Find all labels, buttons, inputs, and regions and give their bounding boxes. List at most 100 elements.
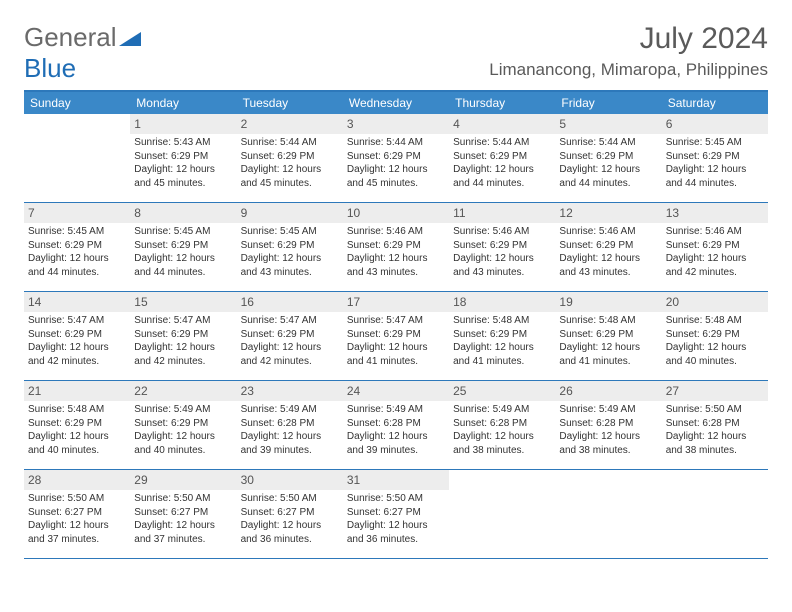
page-header: GeneralBlue July 2024 Limanancong, Mimar… xyxy=(24,22,768,84)
sunset-text: Sunset: 6:29 PM xyxy=(453,150,551,164)
sunrise-text: Sunrise: 5:50 AM xyxy=(347,492,445,506)
sunset-text: Sunset: 6:29 PM xyxy=(241,328,339,342)
week-row: 7Sunrise: 5:45 AMSunset: 6:29 PMDaylight… xyxy=(24,203,768,292)
day-info: Sunrise: 5:45 AMSunset: 6:29 PMDaylight:… xyxy=(24,225,130,279)
daylight-text: Daylight: 12 hours and 39 minutes. xyxy=(241,430,339,457)
sunrise-text: Sunrise: 5:50 AM xyxy=(134,492,232,506)
sunrise-text: Sunrise: 5:45 AM xyxy=(28,225,126,239)
day-cell: 10Sunrise: 5:46 AMSunset: 6:29 PMDayligh… xyxy=(343,203,449,291)
day-cell: 5Sunrise: 5:44 AMSunset: 6:29 PMDaylight… xyxy=(555,114,661,202)
day-info: Sunrise: 5:46 AMSunset: 6:29 PMDaylight:… xyxy=(662,225,768,279)
day-info: Sunrise: 5:48 AMSunset: 6:29 PMDaylight:… xyxy=(449,314,555,368)
sunrise-text: Sunrise: 5:46 AM xyxy=(347,225,445,239)
sunrise-text: Sunrise: 5:44 AM xyxy=(559,136,657,150)
day-cell: . xyxy=(555,470,661,558)
daylight-text: Daylight: 12 hours and 42 minutes. xyxy=(134,341,232,368)
daylight-text: Daylight: 12 hours and 44 minutes. xyxy=(453,163,551,190)
day-number: 28 xyxy=(24,470,130,490)
day-number: 7 xyxy=(24,203,130,223)
sunset-text: Sunset: 6:29 PM xyxy=(453,328,551,342)
day-cell: 26Sunrise: 5:49 AMSunset: 6:28 PMDayligh… xyxy=(555,381,661,469)
day-cell: 20Sunrise: 5:48 AMSunset: 6:29 PMDayligh… xyxy=(662,292,768,380)
day-cell: 2Sunrise: 5:44 AMSunset: 6:29 PMDaylight… xyxy=(237,114,343,202)
day-cell: 25Sunrise: 5:49 AMSunset: 6:28 PMDayligh… xyxy=(449,381,555,469)
sunset-text: Sunset: 6:28 PM xyxy=(666,417,764,431)
day-number: 23 xyxy=(237,381,343,401)
day-info: Sunrise: 5:50 AMSunset: 6:27 PMDaylight:… xyxy=(343,492,449,546)
daylight-text: Daylight: 12 hours and 41 minutes. xyxy=(347,341,445,368)
sunset-text: Sunset: 6:29 PM xyxy=(559,150,657,164)
day-info: Sunrise: 5:45 AMSunset: 6:29 PMDaylight:… xyxy=(662,136,768,190)
sunrise-text: Sunrise: 5:44 AM xyxy=(241,136,339,150)
daylight-text: Daylight: 12 hours and 40 minutes. xyxy=(666,341,764,368)
sunrise-text: Sunrise: 5:50 AM xyxy=(666,403,764,417)
sunset-text: Sunset: 6:29 PM xyxy=(559,328,657,342)
sunset-text: Sunset: 6:27 PM xyxy=(134,506,232,520)
day-number: 6 xyxy=(662,114,768,134)
day-cell: 23Sunrise: 5:49 AMSunset: 6:28 PMDayligh… xyxy=(237,381,343,469)
daylight-text: Daylight: 12 hours and 44 minutes. xyxy=(134,252,232,279)
day-number: 3 xyxy=(343,114,449,134)
day-number: 18 xyxy=(449,292,555,312)
dow-cell: Thursday xyxy=(449,92,555,114)
daylight-text: Daylight: 12 hours and 45 minutes. xyxy=(347,163,445,190)
daylight-text: Daylight: 12 hours and 38 minutes. xyxy=(453,430,551,457)
logo-text-general: General xyxy=(24,22,117,52)
daylight-text: Daylight: 12 hours and 45 minutes. xyxy=(134,163,232,190)
day-info: Sunrise: 5:46 AMSunset: 6:29 PMDaylight:… xyxy=(449,225,555,279)
daylight-text: Daylight: 12 hours and 42 minutes. xyxy=(666,252,764,279)
sunrise-text: Sunrise: 5:44 AM xyxy=(347,136,445,150)
day-cell: . xyxy=(449,470,555,558)
daylight-text: Daylight: 12 hours and 44 minutes. xyxy=(559,163,657,190)
sunrise-text: Sunrise: 5:45 AM xyxy=(666,136,764,150)
day-number: 31 xyxy=(343,470,449,490)
sunset-text: Sunset: 6:27 PM xyxy=(347,506,445,520)
sunset-text: Sunset: 6:29 PM xyxy=(666,150,764,164)
sunrise-text: Sunrise: 5:43 AM xyxy=(134,136,232,150)
day-info: Sunrise: 5:47 AMSunset: 6:29 PMDaylight:… xyxy=(343,314,449,368)
day-info: Sunrise: 5:50 AMSunset: 6:27 PMDaylight:… xyxy=(237,492,343,546)
sunset-text: Sunset: 6:29 PM xyxy=(666,239,764,253)
sunset-text: Sunset: 6:29 PM xyxy=(559,239,657,253)
day-info: Sunrise: 5:44 AMSunset: 6:29 PMDaylight:… xyxy=(237,136,343,190)
sunset-text: Sunset: 6:29 PM xyxy=(241,150,339,164)
day-info: Sunrise: 5:50 AMSunset: 6:28 PMDaylight:… xyxy=(662,403,768,457)
day-number: 11 xyxy=(449,203,555,223)
day-number: 30 xyxy=(237,470,343,490)
daylight-text: Daylight: 12 hours and 38 minutes. xyxy=(666,430,764,457)
day-number: 21 xyxy=(24,381,130,401)
daylight-text: Daylight: 12 hours and 42 minutes. xyxy=(28,341,126,368)
day-number: 2 xyxy=(237,114,343,134)
day-info: Sunrise: 5:49 AMSunset: 6:28 PMDaylight:… xyxy=(237,403,343,457)
sunset-text: Sunset: 6:29 PM xyxy=(347,150,445,164)
sunset-text: Sunset: 6:29 PM xyxy=(134,417,232,431)
daylight-text: Daylight: 12 hours and 43 minutes. xyxy=(241,252,339,279)
day-info: Sunrise: 5:50 AMSunset: 6:27 PMDaylight:… xyxy=(130,492,236,546)
day-info: Sunrise: 5:48 AMSunset: 6:29 PMDaylight:… xyxy=(662,314,768,368)
sunset-text: Sunset: 6:29 PM xyxy=(347,328,445,342)
day-cell: 18Sunrise: 5:48 AMSunset: 6:29 PMDayligh… xyxy=(449,292,555,380)
day-number: 19 xyxy=(555,292,661,312)
dow-cell: Wednesday xyxy=(343,92,449,114)
sunrise-text: Sunrise: 5:47 AM xyxy=(347,314,445,328)
logo-triangle-icon xyxy=(119,32,141,46)
day-cell: 30Sunrise: 5:50 AMSunset: 6:27 PMDayligh… xyxy=(237,470,343,558)
day-number: 29 xyxy=(130,470,236,490)
sunrise-text: Sunrise: 5:49 AM xyxy=(347,403,445,417)
day-info: Sunrise: 5:43 AMSunset: 6:29 PMDaylight:… xyxy=(130,136,236,190)
day-cell: 15Sunrise: 5:47 AMSunset: 6:29 PMDayligh… xyxy=(130,292,236,380)
sunrise-text: Sunrise: 5:45 AM xyxy=(134,225,232,239)
daylight-text: Daylight: 12 hours and 40 minutes. xyxy=(28,430,126,457)
day-info: Sunrise: 5:49 AMSunset: 6:28 PMDaylight:… xyxy=(555,403,661,457)
sunset-text: Sunset: 6:29 PM xyxy=(347,239,445,253)
dow-cell: Saturday xyxy=(662,92,768,114)
dow-cell: Tuesday xyxy=(237,92,343,114)
sunrise-text: Sunrise: 5:47 AM xyxy=(28,314,126,328)
sunset-text: Sunset: 6:28 PM xyxy=(241,417,339,431)
day-cell: 29Sunrise: 5:50 AMSunset: 6:27 PMDayligh… xyxy=(130,470,236,558)
day-number: 12 xyxy=(555,203,661,223)
dow-cell: Friday xyxy=(555,92,661,114)
day-cell: 3 Sunrise: 5:44 AMSunset: 6:29 PMDaylight… xyxy=(343,114,449,202)
dow-cell: Monday xyxy=(130,92,236,114)
day-number: 9 xyxy=(237,203,343,223)
